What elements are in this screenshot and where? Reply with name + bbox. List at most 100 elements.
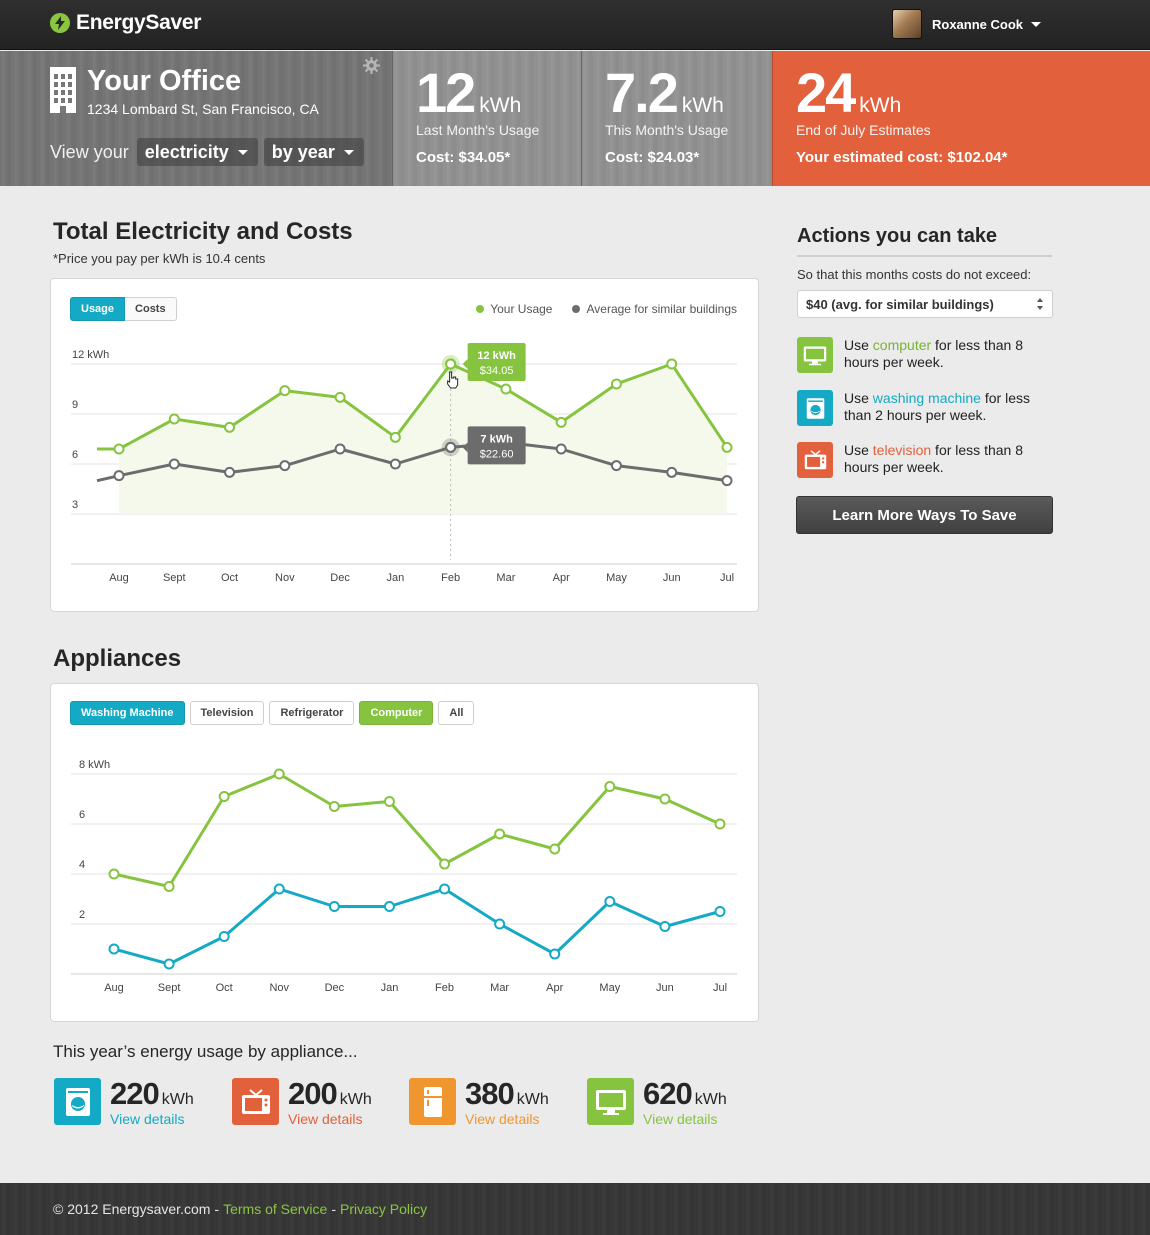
data-point <box>555 443 567 455</box>
series-line <box>113 772 721 888</box>
office-panel: Your Office 1234 Lombard St, San Francis… <box>0 51 392 186</box>
legend-label: Average for similar buildings <box>586 302 737 316</box>
data-point <box>328 901 340 912</box>
action-item-computer: Use computer for less than 8 hours per w… <box>797 337 1044 373</box>
data-point <box>163 881 175 892</box>
tab-costs[interactable]: Costs <box>125 297 177 321</box>
x-tick-label: May <box>599 982 620 994</box>
action-text-post: for less than 2 hours per week. <box>844 390 1030 423</box>
chart-legend: Your Usage Average for similar buildings <box>456 302 737 316</box>
data-point <box>113 443 125 455</box>
stat-unit: kWh <box>479 94 522 117</box>
data-point <box>445 358 457 370</box>
resource-dropdown[interactable]: electricity <box>136 138 258 166</box>
actions-title: Actions you can take <box>797 225 998 247</box>
budget-select[interactable]: $40 (avg. for similar buildings) <box>797 290 1053 318</box>
x-tick-label: Dec <box>330 572 350 584</box>
action-text-post: for less than 8 hours per week. <box>844 337 1023 370</box>
data-point <box>659 921 671 932</box>
action-text: Use washing machine for less than 2 hour… <box>844 390 1044 426</box>
gear-icon[interactable] <box>363 57 380 79</box>
action-highlight-link[interactable]: computer <box>872 337 932 353</box>
actions-subtitle: So that this months costs do not exceed: <box>797 267 1032 282</box>
data-point <box>168 413 180 425</box>
x-tick-label: Oct <box>221 572 238 584</box>
data-point <box>279 385 291 397</box>
x-tick-label: Nov <box>275 572 295 584</box>
action-text: Use computer for less than 8 hours per w… <box>844 337 1044 373</box>
data-point <box>389 458 401 470</box>
x-tick-label: Dec <box>325 982 345 994</box>
stat-label: This Month's Usage <box>605 122 729 138</box>
summary-value: 200 <box>288 1076 338 1111</box>
y-tick-label: 6 <box>72 449 78 461</box>
copyright: © 2012 Energysaver.com <box>53 1201 211 1217</box>
view-label: View your <box>50 141 129 162</box>
legend-dot-icon <box>476 305 485 313</box>
data-point <box>383 796 395 807</box>
x-tick-label: Feb <box>441 572 460 584</box>
washing-machine-icon <box>54 1078 101 1125</box>
brand[interactable]: EnergySaver <box>50 11 201 35</box>
stat-value: 7.2 <box>605 61 679 124</box>
summary-unit: kWh <box>516 1091 549 1108</box>
action-highlight-link[interactable]: television <box>872 442 932 458</box>
filter-all[interactable]: All <box>438 701 475 725</box>
data-point <box>500 383 512 395</box>
summary-unit: kWh <box>339 1091 372 1108</box>
budget-select-value: $40 (avg. for similar buildings) <box>806 296 994 312</box>
filter-washing-machine[interactable]: Washing Machine <box>70 701 185 725</box>
stat-label: End of July Estimates <box>796 122 931 138</box>
data-point <box>714 818 726 830</box>
x-tick-label: Jul <box>720 572 734 584</box>
y-tick-label: 3 <box>72 499 78 511</box>
x-tick-label: May <box>606 572 627 584</box>
x-tick-label: Aug <box>104 982 124 994</box>
action-highlight-link[interactable]: washing machine <box>872 390 981 406</box>
view-details-link[interactable]: View details <box>110 1111 185 1127</box>
series-line <box>118 440 728 483</box>
learn-more-button[interactable]: Learn More Ways To Save <box>796 496 1053 534</box>
terms-link[interactable]: Terms of Service <box>223 1201 328 1217</box>
x-tick-label: Nov <box>269 982 289 994</box>
chevron-down-icon <box>1031 21 1042 27</box>
x-tick-label: Oct <box>216 982 233 994</box>
x-tick-label: Apr <box>546 982 563 994</box>
data-point <box>273 883 285 895</box>
separator: - <box>214 1201 220 1217</box>
hand-cursor-icon <box>447 371 459 389</box>
user-menu[interactable]: Roxanne Cook <box>892 9 1042 39</box>
data-point <box>549 948 561 960</box>
tab-usage[interactable]: Usage <box>70 297 126 321</box>
stat-unit: kWh <box>681 94 724 117</box>
refrigerator-icon <box>409 1078 456 1125</box>
data-point <box>218 931 230 942</box>
computer-icon <box>797 337 833 373</box>
view-details-link[interactable]: View details <box>643 1111 718 1127</box>
appliance-filters: Washing Machine Television Refrigerator … <box>70 701 479 725</box>
data-point <box>439 858 451 870</box>
filter-computer[interactable]: Computer <box>359 701 434 725</box>
data-point <box>328 801 340 812</box>
legend-item-average: Average for similar buildings <box>572 302 737 316</box>
x-tick-label: Jan <box>381 982 399 994</box>
series-line <box>118 362 729 451</box>
data-point <box>721 475 733 487</box>
data-point <box>494 828 506 840</box>
data-point <box>666 466 678 478</box>
stat-unit: kWh <box>859 94 902 117</box>
lightning-icon <box>50 13 70 33</box>
privacy-link[interactable]: Privacy Policy <box>340 1201 428 1217</box>
view-details-link[interactable]: View details <box>465 1111 540 1127</box>
filter-refrigerator[interactable]: Refrigerator <box>269 701 355 725</box>
stat-value: 24 <box>796 61 856 124</box>
tooltip-usage-cost: $34.05 <box>480 365 514 377</box>
user-name: Roxanne Cook <box>932 16 1024 32</box>
filter-television[interactable]: Television <box>189 701 265 725</box>
view-details-link[interactable]: View details <box>288 1111 363 1127</box>
avatar <box>892 9 922 39</box>
usage-cost-toggle: Usage Costs <box>70 297 177 321</box>
period-dropdown[interactable]: by year <box>263 138 364 166</box>
computer-icon <box>587 1078 634 1125</box>
divider <box>797 255 1052 257</box>
